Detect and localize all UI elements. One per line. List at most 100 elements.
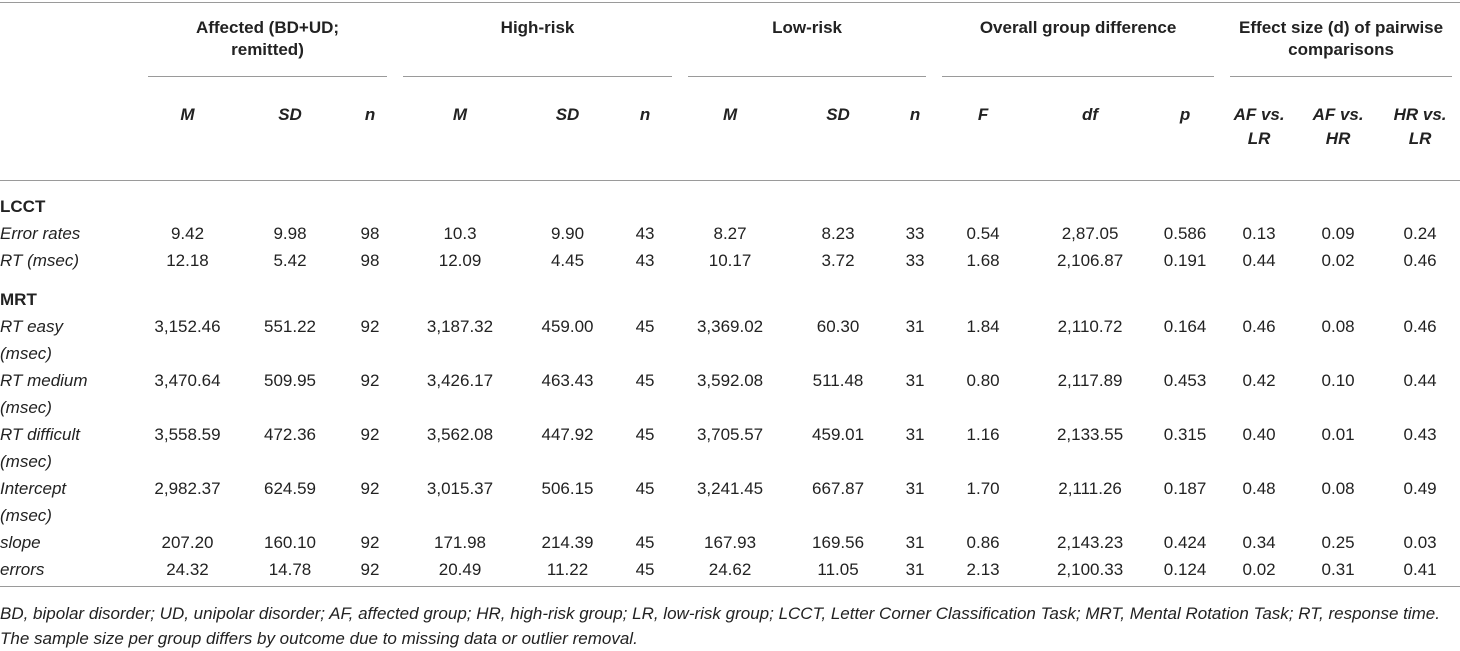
group-underline: Overall group difference — [942, 17, 1215, 77]
group-underline: Low-risk — [688, 17, 927, 77]
cell: 3,187.32 — [426, 317, 494, 336]
footnotes: BD, bipolar disorder; UD, unipolar disor… — [0, 601, 1460, 651]
cell: 0.08 — [1321, 479, 1355, 498]
cell: 2.13 — [934, 556, 1033, 587]
cell: 31 — [905, 371, 925, 390]
cell: 0.586 — [1163, 224, 1207, 243]
row-label: RT difficult (msec) — [0, 425, 80, 471]
column-header: df — [1032, 91, 1149, 181]
group-label: Low-risk — [772, 18, 842, 37]
footnote: The sample size per group differs by out… — [0, 629, 638, 648]
cell: 0.453 — [1163, 371, 1207, 390]
cell: 98 — [360, 224, 380, 243]
cell: 509.95 — [264, 371, 316, 390]
column-header: M — [140, 91, 235, 181]
cell: 11.22 — [525, 556, 611, 587]
cell: 207.20 — [161, 533, 214, 552]
cell: 45 — [635, 425, 655, 444]
table-head: Affected (BD+UD; remitted) High-risk Low-r… — [0, 2, 1460, 181]
cell: 0.124 — [1148, 556, 1223, 587]
column-label: n — [639, 105, 651, 124]
cell: 160.10 — [264, 533, 316, 552]
section-row: LCCT — [0, 181, 1460, 221]
cell: 3,152.46 — [154, 317, 221, 336]
row-label-cell: Intercept (msec) — [0, 475, 140, 529]
column-label: M — [452, 105, 468, 124]
cell: 31 — [905, 533, 925, 552]
group-header: Effect size (d) of pairwise comparisons — [1222, 2, 1460, 91]
cell: 0.25 — [1321, 533, 1355, 552]
cell: 0.49 — [1403, 479, 1437, 498]
results-table: Affected (BD+UD; remitted) High-risk Low-r… — [0, 2, 1460, 587]
row-label-cell: errors — [0, 556, 140, 587]
column-label: SD — [278, 105, 302, 124]
column-label: df — [1082, 105, 1099, 124]
cell: 8.23 — [821, 224, 855, 243]
cell: 0.46 — [1403, 251, 1437, 270]
column-header: n — [896, 91, 935, 181]
cell: 45 — [635, 371, 655, 390]
cell: 31 — [905, 317, 925, 336]
cell: 2,100.33 — [1032, 556, 1149, 587]
data-row: slope 207.20 160.10 92 171.98 214.39 45 167.93 1… — [0, 529, 1460, 556]
cell: 472.36 — [264, 425, 316, 444]
cell: 43 — [635, 224, 655, 243]
cell: 14.78 — [235, 556, 345, 587]
cell: 92 — [360, 425, 380, 444]
cell: 12.18 — [166, 251, 209, 270]
cell: 24.62 — [680, 556, 781, 587]
cell: 2,87.05 — [1061, 224, 1119, 243]
column-label: HR vs. LR — [1393, 105, 1447, 148]
cell: 171.98 — [434, 533, 487, 552]
data-row: RT (msec) 12.18 5.42 98 12.09 4.45 43 10.17 3.72… — [0, 247, 1460, 274]
group-label: Affected (BD+UD; remitted) — [195, 18, 340, 59]
corner — [0, 2, 140, 91]
group-header: Affected (BD+UD; remitted) — [140, 2, 396, 91]
cell: 0.02 — [1222, 556, 1297, 587]
cell: 3,426.17 — [426, 371, 494, 390]
section-title: LCCT — [0, 197, 46, 216]
cell: 2,133.55 — [1056, 425, 1124, 444]
column-label: n — [364, 105, 376, 124]
cell: 33 — [905, 224, 925, 243]
cell: 24.32 — [140, 556, 235, 587]
cell: 0.01 — [1321, 425, 1355, 444]
cell: 459.01 — [812, 425, 865, 444]
cell: 45 — [635, 479, 655, 498]
data-row: RT medium (msec) 3,470.64 509.95 92 3,426.17… — [0, 367, 1460, 421]
cell: 0.10 — [1321, 371, 1355, 390]
group-underline: Affected (BD+UD; remitted) — [148, 17, 388, 77]
data-row: RT easy (msec) 3,152.46 551.22 92 3,187.32 45… — [0, 313, 1460, 367]
cell: 2,110.72 — [1057, 317, 1123, 336]
row-label: RT easy (msec) — [0, 317, 63, 363]
cell: 31 — [896, 556, 935, 587]
column-header: p — [1148, 91, 1223, 181]
data-row: RT difficult (msec) 3,558.59 472.36 92 3,562… — [0, 421, 1460, 475]
column-header: SD — [235, 91, 345, 181]
column-header: F — [934, 91, 1033, 181]
cell: 2,106.87 — [1056, 251, 1124, 270]
cell: 3,470.64 — [154, 371, 221, 390]
cell: 5.42 — [273, 251, 307, 270]
cell: 2,982.37 — [154, 479, 221, 498]
cell: 3,562.08 — [426, 425, 494, 444]
cell: 10.17 — [708, 251, 752, 270]
cell: 60.30 — [816, 317, 860, 336]
cell: 0.02 — [1321, 251, 1355, 270]
cell: 92 — [360, 479, 380, 498]
row-label-cell: RT easy (msec) — [0, 313, 140, 367]
corner — [0, 91, 140, 181]
cell: 667.87 — [812, 479, 865, 498]
cell: 0.08 — [1321, 317, 1355, 336]
cell: 92 — [360, 371, 380, 390]
column-header: HR vs. LR — [1380, 91, 1460, 181]
cell: 0.31 — [1296, 556, 1381, 587]
cell: 0.191 — [1163, 251, 1207, 270]
column-label: F — [977, 105, 989, 124]
column-header: AF vs. LR — [1222, 91, 1297, 181]
cell: 0.42 — [1242, 371, 1276, 390]
cell: 45 — [635, 317, 655, 336]
cell: 169.56 — [812, 533, 865, 552]
cell: 3,015.37 — [426, 479, 494, 498]
